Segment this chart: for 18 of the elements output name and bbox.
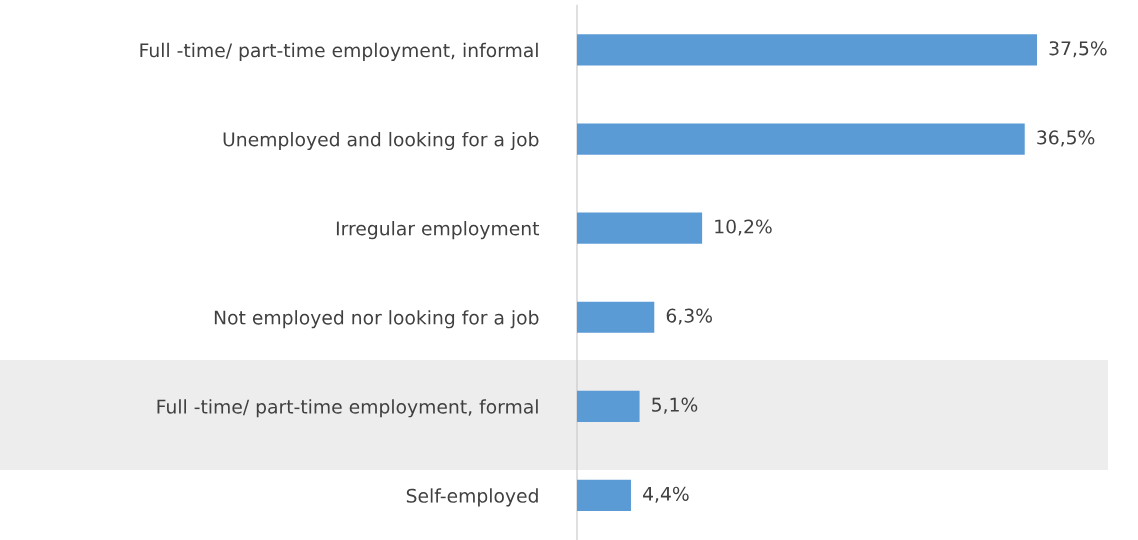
data-label: 37,5% <box>1049 41 1107 58</box>
bar <box>577 479 631 512</box>
bar <box>577 123 1025 155</box>
bar <box>577 390 640 422</box>
y-tick-label: Full -time/ part-time employment, formal <box>157 399 538 418</box>
data-label: 6,3% <box>666 308 712 325</box>
data-label: 36,5% <box>1037 130 1095 147</box>
data-label: 5,1% <box>652 397 698 414</box>
bar <box>577 212 703 244</box>
y-tick-label: Not employed nor looking for a job <box>214 310 539 329</box>
data-label: 10,2% <box>715 219 772 236</box>
y-tick-label: Irregular employment <box>336 221 540 240</box>
y-tick-label: Unemployed and looking for a job <box>223 131 539 151</box>
y-tick-label: Full -time/ part-time employment, informal <box>140 42 538 61</box>
bar <box>577 34 1037 66</box>
y-tick-label: Self-employed <box>406 488 538 507</box>
bar <box>577 301 655 333</box>
data-label: 4,4% <box>643 486 689 503</box>
